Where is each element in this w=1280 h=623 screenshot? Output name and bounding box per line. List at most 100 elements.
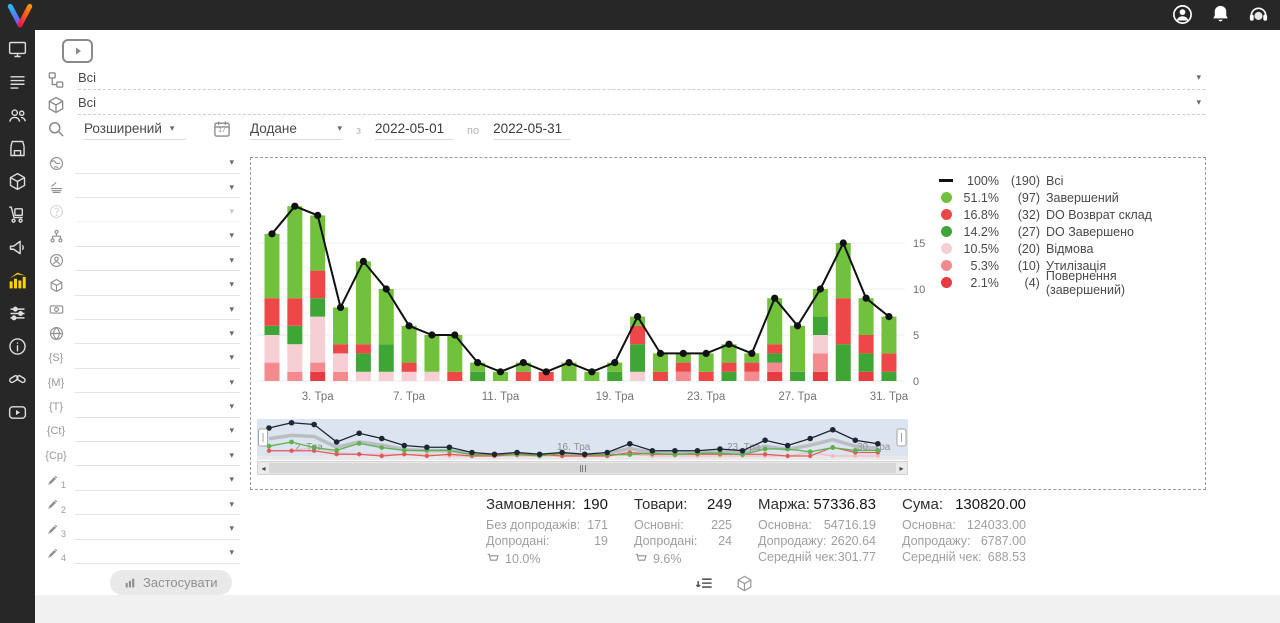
svg-text:23. Тра: 23. Тра (727, 442, 761, 453)
sidebar-item-statistics-icon[interactable] (7, 270, 28, 291)
legend-item[interactable]: 14.2% (27) DO Завершено (939, 223, 1199, 240)
filter-select[interactable]: ▾ (75, 348, 240, 369)
chart-legend: 100% (190) Всі 51.1% (97) Завершений 16.8% (32)… (939, 172, 1199, 297)
date-field-select[interactable]: Додане ▾ (250, 117, 342, 140)
legend-percent: 51.1% (963, 190, 999, 205)
legend-item[interactable]: 10.5% (20) Відмова (939, 240, 1199, 257)
header-actions (1171, 3, 1270, 26)
filter-select[interactable]: ▾ (75, 177, 240, 199)
legend-swatch (939, 174, 953, 188)
legend-count: (27) (1017, 224, 1040, 239)
filter-select[interactable]: ▾ (75, 323, 240, 345)
legend-item[interactable]: 2.1% (4) Повернення (завершений) (939, 269, 1199, 297)
legend-swatch (939, 225, 953, 239)
tag-Cp-icon: {Cp} (45, 449, 67, 462)
statuses-view-toggle-icon[interactable] (695, 574, 714, 593)
orders-chart[interactable]: 0 5 10 15 3. Тра 7. Тра 11. Тра 19. Тра 23. Тра 2… (257, 164, 957, 412)
category-select[interactable]: Всі ▾ (78, 66, 1205, 90)
sidebar-item-sliders-icon[interactable] (7, 303, 28, 324)
product-select[interactable]: Всі ▾ (78, 91, 1205, 115)
svg-text:0: 0 (913, 376, 919, 388)
sidebar-item-trolley-icon[interactable] (7, 204, 28, 225)
money-icon (46, 300, 66, 320)
support-headset-icon[interactable] (1247, 3, 1270, 26)
legend-item[interactable]: 100% (190) Всі (939, 172, 1199, 189)
stat-row: Допродані: 24 (634, 534, 732, 548)
legend-item[interactable]: 5.3% (10) Утилізація (939, 257, 1199, 274)
tag-T-icon: {T} (48, 401, 64, 414)
apply-button[interactable]: Застосувати (110, 570, 232, 595)
sidebar-item-video-icon[interactable] (7, 402, 28, 423)
chevron-down-icon: ▾ (229, 449, 234, 460)
legend-count: (20) (1017, 241, 1040, 256)
chevron-down-icon: ▾ (229, 498, 234, 509)
stat-row: Допродажу: 6787.00 (902, 534, 1026, 548)
legend-percent: 2.1% (970, 275, 999, 290)
filter-select[interactable]: ▾ (75, 445, 240, 467)
chevron-down-icon: ▾ (1196, 72, 1201, 82)
date-to-input[interactable] (493, 121, 572, 140)
filter-select[interactable]: ▾ (75, 299, 240, 321)
legend-swatch (939, 276, 953, 290)
filter-select[interactable]: ▾ (75, 372, 240, 394)
chevron-down-icon: ▾ (229, 401, 234, 412)
stat-row: Середній чек: 301.77 (758, 550, 876, 564)
stat-title: Сума: 130820.00 (902, 496, 1026, 513)
chevron-down-icon: ▾ (229, 157, 234, 168)
legend-item[interactable]: 51.1% (97) Завершений (939, 189, 1199, 206)
person-circle-icon (46, 251, 66, 271)
scroll-left-arrow[interactable]: ◂ (261, 463, 266, 473)
video-tutorial-button[interactable] (62, 39, 93, 63)
stat-row: Основна: 54716.19 (758, 518, 876, 532)
filter-select[interactable]: ▾ (75, 275, 240, 296)
legend-label: Завершений (1046, 190, 1119, 205)
user-icon[interactable] (1171, 3, 1194, 26)
sidebar-item-monitor-icon[interactable] (7, 39, 28, 60)
stat-row: Допродані: 19 (486, 534, 608, 548)
sidebar-item-megaphone-icon[interactable] (7, 237, 28, 258)
calendar-icon: 17 (212, 119, 232, 139)
filter-select[interactable]: ▾ (75, 543, 240, 564)
legend-percent: 5.3% (970, 258, 1000, 273)
search-mode-value: Розширений (84, 120, 162, 136)
filter-select[interactable]: ▾ (75, 250, 240, 272)
view-toggles (695, 574, 754, 593)
date-from-input[interactable] (375, 121, 454, 140)
legend-label: Повернення (завершений) (1045, 268, 1126, 297)
bell-icon[interactable] (1209, 3, 1232, 26)
scrollbar-thumb[interactable] (269, 463, 896, 473)
products-view-toggle-icon[interactable] (735, 574, 754, 593)
legend-label: Всі (1046, 173, 1064, 188)
filter-select[interactable]: ▾ (75, 494, 240, 516)
pencil-icon: 2 (46, 495, 66, 515)
filter-row-money: ▾ (46, 297, 240, 321)
cart-icon (635, 553, 647, 561)
filter-select[interactable]: ▾ (75, 397, 240, 418)
filter-select[interactable]: ▾ (75, 470, 240, 491)
stat-row: Допродажу: 2620.64 (758, 534, 876, 548)
sidebar-item-info-icon[interactable] (7, 336, 28, 357)
filter-select[interactable]: ▾ (75, 421, 240, 442)
sidebar-item-orders-list-icon[interactable] (7, 72, 28, 93)
sidebar-item-store-icon[interactable] (7, 138, 28, 159)
legend-swatch (939, 259, 953, 273)
filter-row-tag-ct: {Ct} ▾ (46, 419, 240, 443)
sidebar-item-handshake-icon[interactable] (7, 369, 28, 390)
product-box-icon (46, 95, 66, 115)
search-mode-select[interactable]: Розширений ▾ (84, 117, 186, 140)
filter-select[interactable]: ▾ (75, 226, 240, 247)
pencil-icon: 3 (46, 519, 66, 539)
chart-navigator[interactable]: 2. Тра 16. Тра 23. Тра 30. Тра (257, 419, 908, 460)
chart-scrollbar[interactable]: ◂ ▸ (257, 461, 908, 475)
app-logo-icon[interactable] (7, 2, 33, 28)
filter-select[interactable]: ▾ (75, 153, 240, 174)
sidebar-item-products-box-icon[interactable] (7, 171, 28, 192)
filter-select[interactable]: ▾ (75, 519, 240, 540)
sidebar-item-users-icon[interactable] (7, 105, 28, 126)
filter-row-pencil3: 3 ▾ (46, 517, 240, 541)
scroll-right-arrow[interactable]: ▸ (899, 463, 904, 473)
search-icon (46, 119, 66, 139)
svg-text:27. Тра: 27. Тра (778, 391, 817, 403)
pencil-icon: 4 (46, 543, 66, 563)
legend-item[interactable]: 16.8% (32) DO Возврат склад (939, 206, 1199, 223)
